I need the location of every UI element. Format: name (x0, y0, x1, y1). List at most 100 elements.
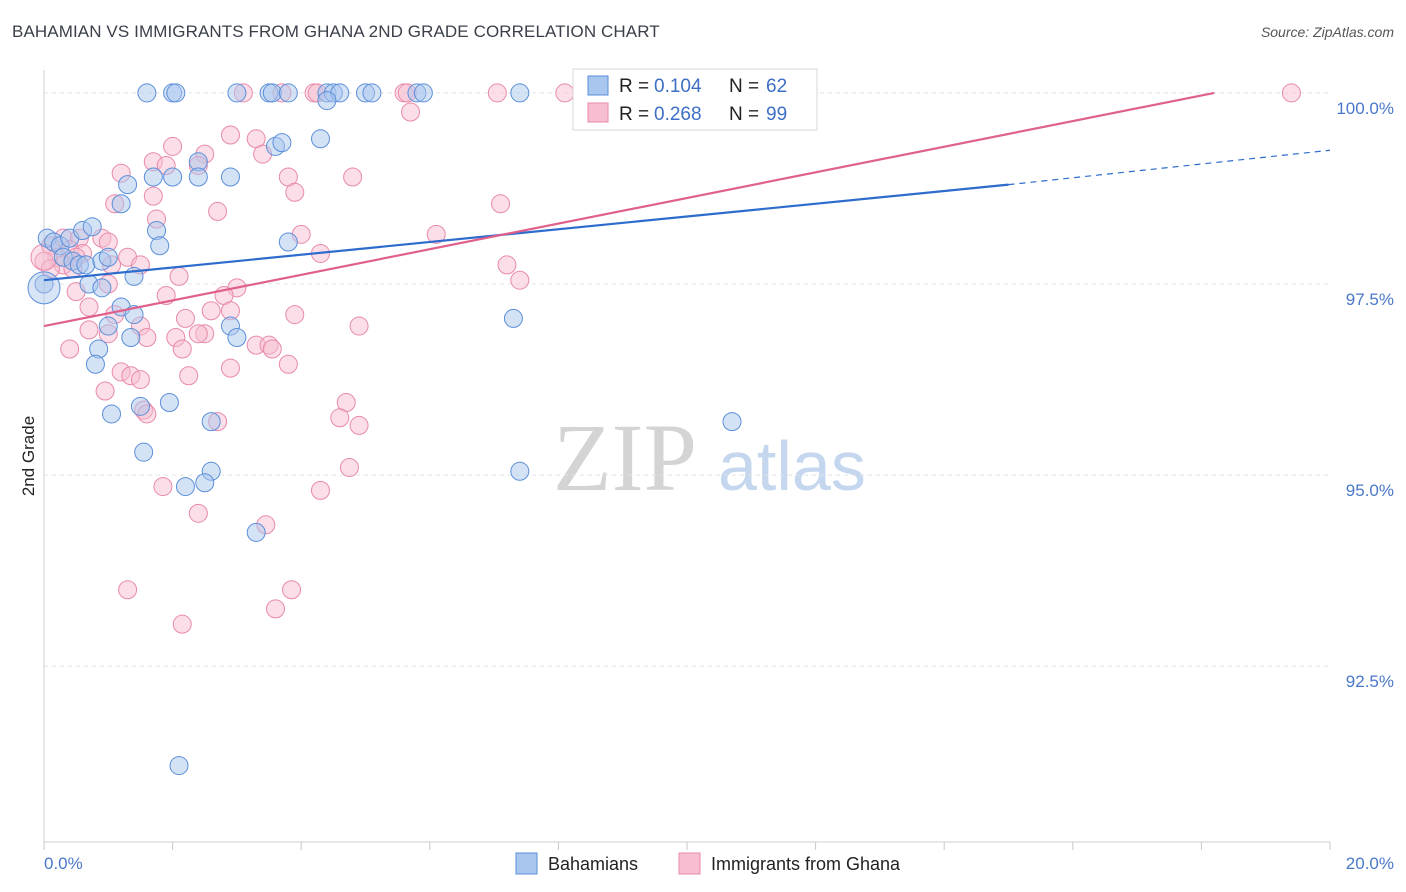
x-tick-label-max: 20.0% (1346, 854, 1394, 873)
ghana-point (163, 136, 183, 156)
bahamians-point (98, 247, 118, 267)
ghana-point (487, 83, 507, 103)
bahamians-point (102, 404, 122, 424)
bahamians-point (262, 83, 282, 103)
bahamians-point (195, 473, 215, 493)
legend-n-value-1: 62 (766, 76, 787, 97)
bottom-legend-swatch-ghana (678, 852, 701, 875)
ghana-point (60, 339, 80, 359)
ghana-point (282, 580, 302, 600)
bahamians-point (82, 217, 102, 237)
bahamians-point (143, 167, 163, 187)
bahamians-trend-line (43, 183, 1009, 282)
legend-swatch-bahamians (587, 75, 609, 96)
ghana-point (285, 305, 305, 325)
watermark-zip: ZIP (553, 404, 697, 511)
watermark-atlas: atlas (718, 427, 866, 505)
bahamians-point (111, 194, 131, 214)
ghana-point (201, 301, 221, 321)
y-tick-label: 95.0% (1346, 481, 1394, 500)
y-tick-label: 100.0% (1336, 99, 1394, 118)
bahamians-point (227, 83, 247, 103)
ghana-point (278, 354, 298, 374)
bahamians-point (272, 133, 292, 153)
ghana-point (497, 255, 517, 275)
bahamians-point (137, 83, 157, 103)
ghana-point (401, 102, 421, 122)
bahamians-point (166, 83, 186, 103)
y-tick-label: 97.5% (1346, 290, 1394, 309)
ghana-point (137, 328, 157, 348)
bahamians-point (220, 167, 240, 187)
bahamians-point (163, 167, 183, 187)
bahamians-point (169, 756, 189, 776)
ghana-point (349, 316, 369, 336)
chart-title: BAHAMIAN VS IMMIGRANTS FROM GHANA 2ND GR… (12, 22, 660, 41)
ghana-point (285, 182, 305, 202)
bahamians-point (246, 522, 266, 542)
ghana-point (1281, 83, 1301, 103)
ghana-point (220, 125, 240, 145)
ghana-point (343, 167, 363, 187)
y-axis-title: 2nd Grade (19, 416, 38, 496)
legend-n-label-2: N = (729, 104, 759, 125)
bahamians-point (150, 236, 170, 256)
bottom-legend-label-ghana: Immigrants from Ghana (711, 854, 901, 874)
ghana-point (310, 480, 330, 500)
bahamians-point (201, 412, 221, 432)
bahamians-point (89, 339, 109, 359)
ghana-point (118, 580, 138, 600)
ghana-point (130, 370, 150, 390)
ghana-point (169, 266, 189, 286)
ghana-point (95, 381, 115, 401)
ghana-point (220, 358, 240, 378)
bahamians-point (413, 83, 433, 103)
bahamians-point (278, 83, 298, 103)
legend-n-value-2: 99 (766, 104, 787, 125)
bahamians-point (278, 232, 298, 252)
bahamians-point (317, 91, 337, 111)
ghana-point (175, 308, 195, 328)
bahamians-point (227, 328, 247, 348)
y-tick-labels: 100.0% 97.5% 95.0% 92.5% (1336, 99, 1394, 691)
bahamians-point (362, 83, 382, 103)
bahamians-point (147, 221, 167, 241)
bahamians-point (310, 129, 330, 149)
x-tick-label-min: 0.0% (44, 854, 83, 873)
ghana-point (79, 320, 99, 340)
legend-r-value-2: 0.268 (654, 104, 702, 125)
chart-source: Source: ZipAtlas.com (1260, 24, 1394, 40)
legend-r-label-1: R = (619, 76, 649, 97)
bahamians-point (130, 396, 150, 416)
bahamians-point (188, 167, 208, 187)
ghana-point (349, 415, 369, 435)
bahamians-point (121, 328, 141, 348)
ghana-point (79, 297, 99, 317)
legend-swatch-ghana (587, 102, 609, 123)
bahamians-point (98, 316, 118, 336)
legend-r-label-2: R = (619, 104, 649, 125)
ghana-point (339, 457, 359, 477)
ghana-point (555, 83, 575, 103)
bottom-legend-label-bahamians: Bahamians (548, 854, 638, 874)
ghana-trend-line (43, 91, 1215, 328)
bahamians-point (510, 461, 530, 481)
ghana-point (188, 503, 208, 523)
series-bahamians-points (27, 83, 742, 776)
ghana-point (265, 599, 285, 619)
ghana-point (262, 339, 282, 359)
trend-lines (43, 91, 1331, 328)
ghana-point (426, 224, 446, 244)
bahamians-point (118, 175, 138, 195)
bahamians-point (85, 354, 105, 374)
bahamians-point (722, 412, 742, 432)
bahamians-point (76, 255, 96, 275)
bahamians-point (92, 278, 112, 298)
ghana-point (330, 408, 350, 428)
ghana-point (510, 270, 530, 290)
bottom-legend: Bahamians Immigrants from Ghana (515, 852, 901, 875)
ghana-point (179, 366, 199, 386)
ghana-point (491, 194, 511, 214)
bottom-legend-swatch-bahamians (515, 852, 538, 875)
